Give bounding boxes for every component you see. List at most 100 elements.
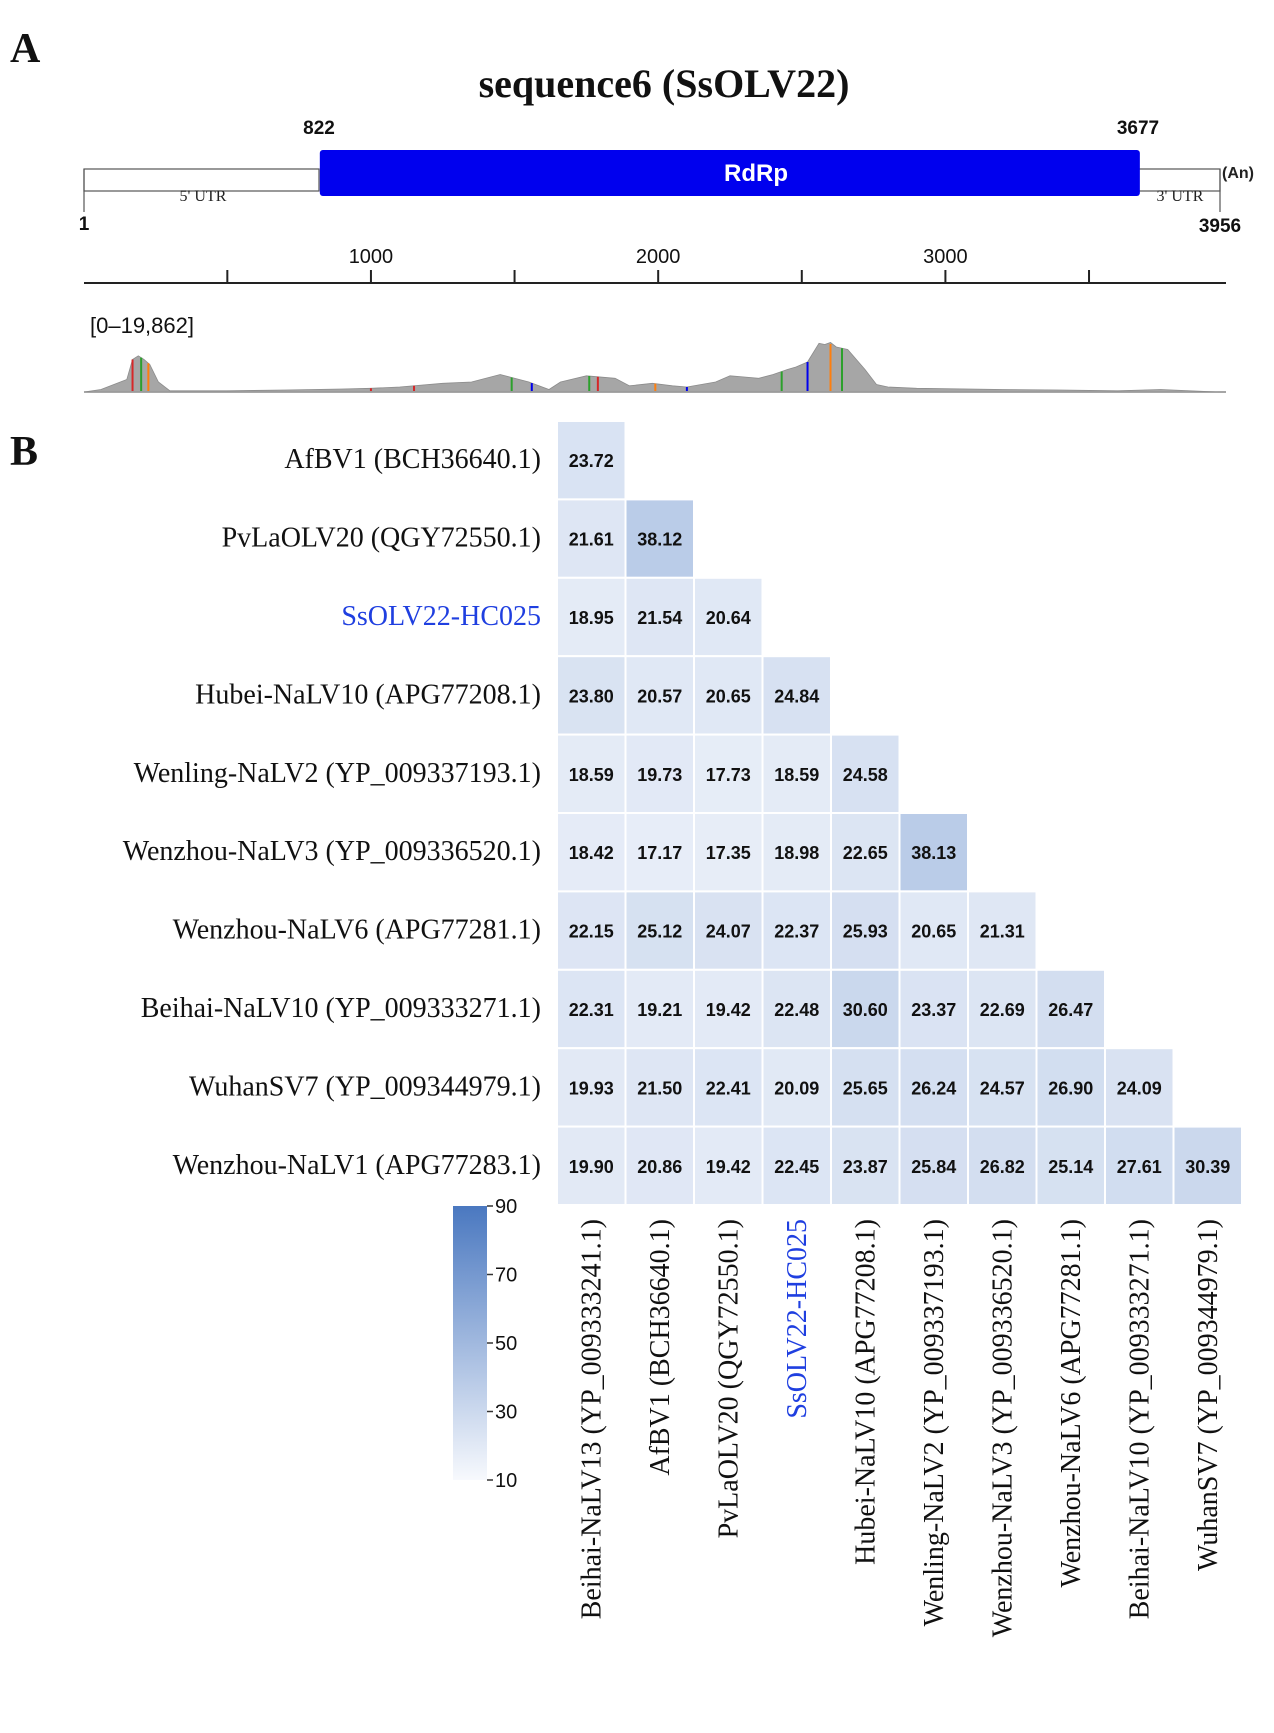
heatmap-row-label: Wenzhou-NaLV3 (YP_009336520.1) bbox=[123, 836, 541, 867]
colorbar-tick-label: 70 bbox=[495, 1265, 517, 1287]
coverage-range-label: [0–19,862] bbox=[90, 313, 194, 338]
panel-b: B 23.72 21.61 38.12 18.95 21.54 20.64 23.80 20.… bbox=[10, 420, 1243, 1637]
panel-a-label: A bbox=[10, 26, 41, 72]
heatmap-cell-value: 26.90 bbox=[1048, 1078, 1093, 1098]
heatmap-column-label: PvLaOLV20 (QGY72550.1) bbox=[713, 1219, 744, 1538]
heatmap-cell-value: 24.09 bbox=[1117, 1078, 1162, 1098]
heatmap-cell-value: 21.31 bbox=[980, 922, 1025, 942]
heatmap-cell bbox=[624, 733, 695, 814]
heatmap-cell-value: 17.35 bbox=[706, 843, 751, 863]
genome-title: sequence6 (SsOLV22) bbox=[479, 61, 850, 106]
heatmap-cell bbox=[761, 968, 832, 1050]
heatmap-cell-value: 22.37 bbox=[774, 922, 819, 942]
heatmap-cell-value: 30.39 bbox=[1185, 1157, 1230, 1177]
genome-end-label: 3956 bbox=[1199, 216, 1241, 237]
heatmap-cell-value: 17.17 bbox=[637, 843, 682, 863]
heatmap-row-label: AfBV1 (BCH36640.1) bbox=[284, 444, 541, 475]
heatmap-column-label: SsOLV22-HC025 bbox=[782, 1219, 813, 1419]
heatmap-cell-value: 23.72 bbox=[569, 451, 614, 471]
ruler-tick-label: 1000 bbox=[349, 246, 394, 268]
heatmap-cell bbox=[1035, 968, 1106, 1050]
heatmap-cell-value: 25.65 bbox=[843, 1078, 888, 1098]
panel-a: A sequence6 (SsOLV22) RdRp 5' UTR 3' UTR… bbox=[10, 26, 1254, 393]
heatmap-cell bbox=[967, 890, 1038, 971]
heatmap-cell bbox=[556, 1047, 627, 1128]
heatmap-cell-value: 24.58 bbox=[843, 765, 888, 785]
heatmap-row-label: SsOLV22-HC025 bbox=[341, 601, 541, 632]
heatmap-cell-value: 25.14 bbox=[1048, 1157, 1093, 1177]
colorbar-tick-label: 50 bbox=[495, 1333, 517, 1355]
rdrp-label: RdRp bbox=[724, 160, 788, 187]
heatmap-cell-value: 26.82 bbox=[980, 1157, 1025, 1177]
heatmap-column-label: WuhanSV7 (YP_009344979.1) bbox=[1193, 1219, 1224, 1571]
heatmap-cell-value: 26.24 bbox=[911, 1078, 956, 1098]
position-ruler: 1000 2000 3000 bbox=[84, 246, 1226, 284]
heatmap-cell-value: 19.93 bbox=[569, 1078, 614, 1098]
heatmap-cell bbox=[624, 812, 695, 893]
coverage-track bbox=[83, 342, 1226, 393]
heatmap-cell bbox=[830, 733, 901, 814]
heatmap-cell-value: 21.61 bbox=[569, 530, 614, 550]
heatmap-cell bbox=[830, 1125, 901, 1206]
heatmap-cell-value: 18.59 bbox=[569, 765, 614, 785]
heatmap-column-label: Beihai-NaLV10 (YP_009333271.1) bbox=[1124, 1219, 1155, 1619]
heatmap-cell-value: 19.73 bbox=[637, 765, 682, 785]
heatmap-row-label: Beihai-NaLV10 (YP_009333271.1) bbox=[141, 993, 541, 1024]
ruler-tick-label: 3000 bbox=[923, 246, 968, 268]
heatmap-cell-value: 19.21 bbox=[637, 1000, 682, 1020]
heatmap-cell-value: 20.09 bbox=[774, 1078, 819, 1098]
heatmap-cell bbox=[967, 1125, 1038, 1206]
heatmap-column-label: AfBV1 (BCH36640.1) bbox=[645, 1219, 676, 1476]
heatmap-cell bbox=[830, 968, 901, 1050]
heatmap-cell-value: 18.95 bbox=[569, 608, 614, 628]
genome-start-label: 1 bbox=[79, 214, 90, 235]
heatmap-cell-value: 27.61 bbox=[1117, 1157, 1162, 1177]
heatmap-column-label: Wenzhou-NaLV3 (YP_009336520.1) bbox=[987, 1219, 1018, 1637]
heatmap-cell-value: 22.41 bbox=[706, 1078, 751, 1098]
heatmap-cell-value: 18.42 bbox=[569, 843, 614, 863]
rdrp-orf-box bbox=[319, 150, 1140, 196]
orf-start-label: 822 bbox=[303, 118, 335, 139]
heatmap-column-label: Wenling-NaLV2 (YP_009337193.1) bbox=[919, 1219, 950, 1626]
heatmap-cell bbox=[898, 890, 969, 971]
heatmap-cell-value: 25.84 bbox=[911, 1157, 956, 1177]
heatmap-cell bbox=[624, 576, 695, 658]
orf-end-label: 3677 bbox=[1117, 118, 1159, 139]
heatmap-cell bbox=[830, 1047, 901, 1128]
heatmap-cell bbox=[556, 890, 627, 971]
heatmap-column-label: Hubei-NaLV10 (APG77208.1) bbox=[850, 1219, 881, 1565]
heatmap-cell-value: 38.12 bbox=[637, 530, 682, 550]
coverage-area bbox=[83, 342, 1219, 393]
heatmap-cell-value: 24.84 bbox=[774, 686, 819, 706]
colorbar-tick-label: 10 bbox=[495, 1470, 517, 1492]
heatmap-cell bbox=[556, 733, 627, 814]
heatmap-cell-value: 22.65 bbox=[843, 843, 888, 863]
heatmap-cell-value: 21.50 bbox=[637, 1078, 682, 1098]
heatmap-cell-value: 22.31 bbox=[569, 1000, 614, 1020]
heatmap-cell bbox=[967, 1047, 1038, 1128]
heatmap-cell bbox=[967, 968, 1038, 1050]
heatmap-cell-value: 22.15 bbox=[569, 922, 614, 942]
heatmap-cell-value: 24.07 bbox=[706, 922, 751, 942]
heatmap-cell bbox=[624, 1125, 695, 1206]
heatmap-row-label: WuhanSV7 (YP_009344979.1) bbox=[189, 1071, 541, 1102]
heatmap-cell-value: 17.73 bbox=[706, 765, 751, 785]
heatmap-cell bbox=[898, 812, 969, 893]
heatmap-cell-value: 25.93 bbox=[843, 922, 888, 942]
heatmap-cell-value: 21.54 bbox=[637, 608, 682, 628]
heatmap-cell-value: 18.98 bbox=[774, 843, 819, 863]
heatmap-cell-value: 20.65 bbox=[706, 686, 751, 706]
heatmap-cell bbox=[693, 733, 764, 814]
heatmap-cell bbox=[761, 812, 832, 893]
heatmap-row-label: Hubei-NaLV10 (APG77208.1) bbox=[195, 679, 541, 710]
heatmap-cell bbox=[1104, 1125, 1175, 1206]
heatmap-cell bbox=[1172, 1125, 1243, 1206]
heatmap-cell-value: 19.42 bbox=[706, 1000, 751, 1020]
heatmap-cell-value: 23.80 bbox=[569, 686, 614, 706]
heatmap-cell-value: 19.90 bbox=[569, 1157, 614, 1177]
heatmap-cell-value: 20.64 bbox=[706, 608, 751, 628]
heatmap-column-label: Wenzhou-NaLV6 (APG77281.1) bbox=[1056, 1219, 1087, 1587]
colorbar-bar bbox=[453, 1206, 487, 1480]
heatmap-cell-value: 22.48 bbox=[774, 1000, 819, 1020]
heatmap-cell bbox=[556, 1125, 627, 1206]
